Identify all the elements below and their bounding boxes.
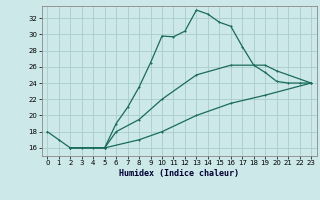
X-axis label: Humidex (Indice chaleur): Humidex (Indice chaleur) xyxy=(119,169,239,178)
